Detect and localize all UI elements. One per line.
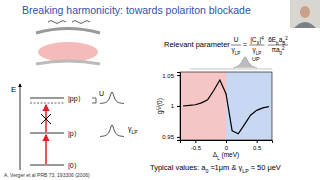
level (30, 98, 64, 99)
y-axis-line (177, 73, 181, 141)
x-tick-mark (257, 140, 258, 143)
x-tick: 0 (225, 140, 229, 151)
level-label-part: |p⟩ (68, 130, 77, 138)
harmonic-level (30, 103, 64, 104)
y-tick-mark (177, 106, 180, 107)
polariton-cloud (38, 42, 98, 62)
speaker-body (294, 22, 316, 28)
x-tick-label: 0.5 (253, 145, 262, 151)
laser-in (48, 21, 66, 24)
x-tick-label: -0.5 (191, 145, 202, 151)
formula: UγLP=|CX|4γLP6EbaB2πa02 (231, 36, 288, 56)
x-tick-mark (195, 140, 196, 143)
inset-baseline (190, 69, 272, 70)
y-tick-label: 0.95 (162, 134, 174, 140)
energy-label-part: E (11, 85, 16, 94)
level-label-part: |0⟩ (68, 162, 77, 170)
y-tick-label: 1.05 (162, 73, 174, 79)
x-axis-line (181, 141, 273, 144)
title-part: Breaking harmonicity: towards polariton … (22, 4, 251, 16)
fraction-denominator: πa02 (271, 46, 285, 56)
region (226, 72, 272, 140)
inset-label: UP (252, 56, 260, 62)
gamma-label: γLP (128, 125, 137, 135)
citation: A. Verger et al PRB 73, 193306 (2006) (4, 172, 90, 178)
y-axis-title: g⁽²⁾(0) (156, 98, 164, 114)
speaker-video (290, 0, 320, 28)
g2-curve (183, 80, 269, 134)
y-tick-mark (177, 75, 180, 76)
mirror-bottom (36, 61, 100, 64)
relation-part: = (243, 41, 247, 48)
x-tick: -0.5 (191, 140, 202, 151)
pump-arrow (45, 135, 47, 164)
fraction-numerator-sup: 2 (285, 36, 288, 41)
speaker-head (300, 6, 310, 18)
x-axis: -0.5 0 0.5 (181, 140, 273, 151)
linewidth-peak (100, 125, 124, 137)
typical-values-part: ≈ 50 μeV (249, 163, 281, 172)
y-axis: 0.95 1 1.05 (162, 73, 180, 141)
y-tick: 1 (171, 103, 180, 109)
inset-label-part: UP (252, 56, 260, 62)
level (30, 165, 64, 166)
fraction-numerator-part: U (234, 36, 239, 43)
energy-ladder: E |0⟩ |p⟩ |pp⟩ UγLP (11, 84, 137, 170)
typical-values-part: Typical values: a (150, 163, 206, 172)
u-label: U (99, 90, 104, 97)
fraction-denominator-sub: 0 (280, 51, 283, 56)
fraction-numerator: |CX|4 (250, 36, 264, 46)
y-tick-label: 1 (171, 103, 175, 109)
level-label: |p⟩ (68, 130, 77, 138)
mirror-top (36, 29, 100, 34)
energy-label: E (11, 85, 16, 94)
fraction-denominator: γLP (253, 46, 262, 56)
typical-values: Typical values: a0 ≈1μm & γLP ≈ 50 μeV (150, 163, 281, 174)
x-tick-mark (226, 140, 227, 143)
y-tick: 1.05 (162, 73, 180, 79)
plot-frame (180, 72, 272, 140)
y-axis-title-part: g⁽²⁾(0) (156, 98, 164, 114)
relevant-parameter-part: Relevant parameter (164, 40, 230, 49)
fraction-numerator-sup: 4 (261, 36, 264, 41)
emission (72, 21, 90, 24)
x-tick: 0.5 (253, 140, 262, 151)
typical-values-part: ≈1μm & γ (208, 163, 242, 172)
cavity-sketch (36, 21, 100, 65)
citation-part: A. Verger et al PRB 73, 193306 (2006) (4, 172, 90, 178)
y-tick-mark (177, 137, 180, 138)
u-label-part: U (99, 90, 104, 97)
level-label-part: |pp⟩ (68, 95, 81, 103)
fraction-denominator: γLP (232, 46, 241, 56)
relation: = (243, 41, 247, 48)
fraction-denominator-sup: 2 (282, 46, 285, 51)
y-tick: 0.95 (162, 134, 180, 140)
blocked-cross (41, 114, 51, 124)
level-label: |pp⟩ (68, 95, 81, 103)
x-axis-title-part: (meV) (220, 151, 240, 159)
relevant-parameter: Relevant parameter (164, 40, 230, 49)
fraction-denominator-sub: LP (235, 51, 241, 56)
plot-area (180, 72, 272, 140)
fraction-numerator: 6EbaB2 (268, 36, 288, 46)
energy-axis (20, 84, 21, 170)
fraction-denominator-sub: LP (256, 51, 262, 56)
slide: Breaking harmonicity: towards polariton … (0, 0, 320, 180)
x-axis-title: ΔL (meV) (213, 151, 239, 161)
u-bracket (92, 98, 96, 103)
title: Breaking harmonicity: towards polariton … (22, 4, 251, 16)
level-label: |0⟩ (68, 162, 77, 170)
level (30, 133, 64, 134)
inset-spectrum: UP (190, 56, 272, 69)
gamma-label-sub: LP (132, 130, 138, 135)
fraction-numerator: U (234, 36, 239, 43)
